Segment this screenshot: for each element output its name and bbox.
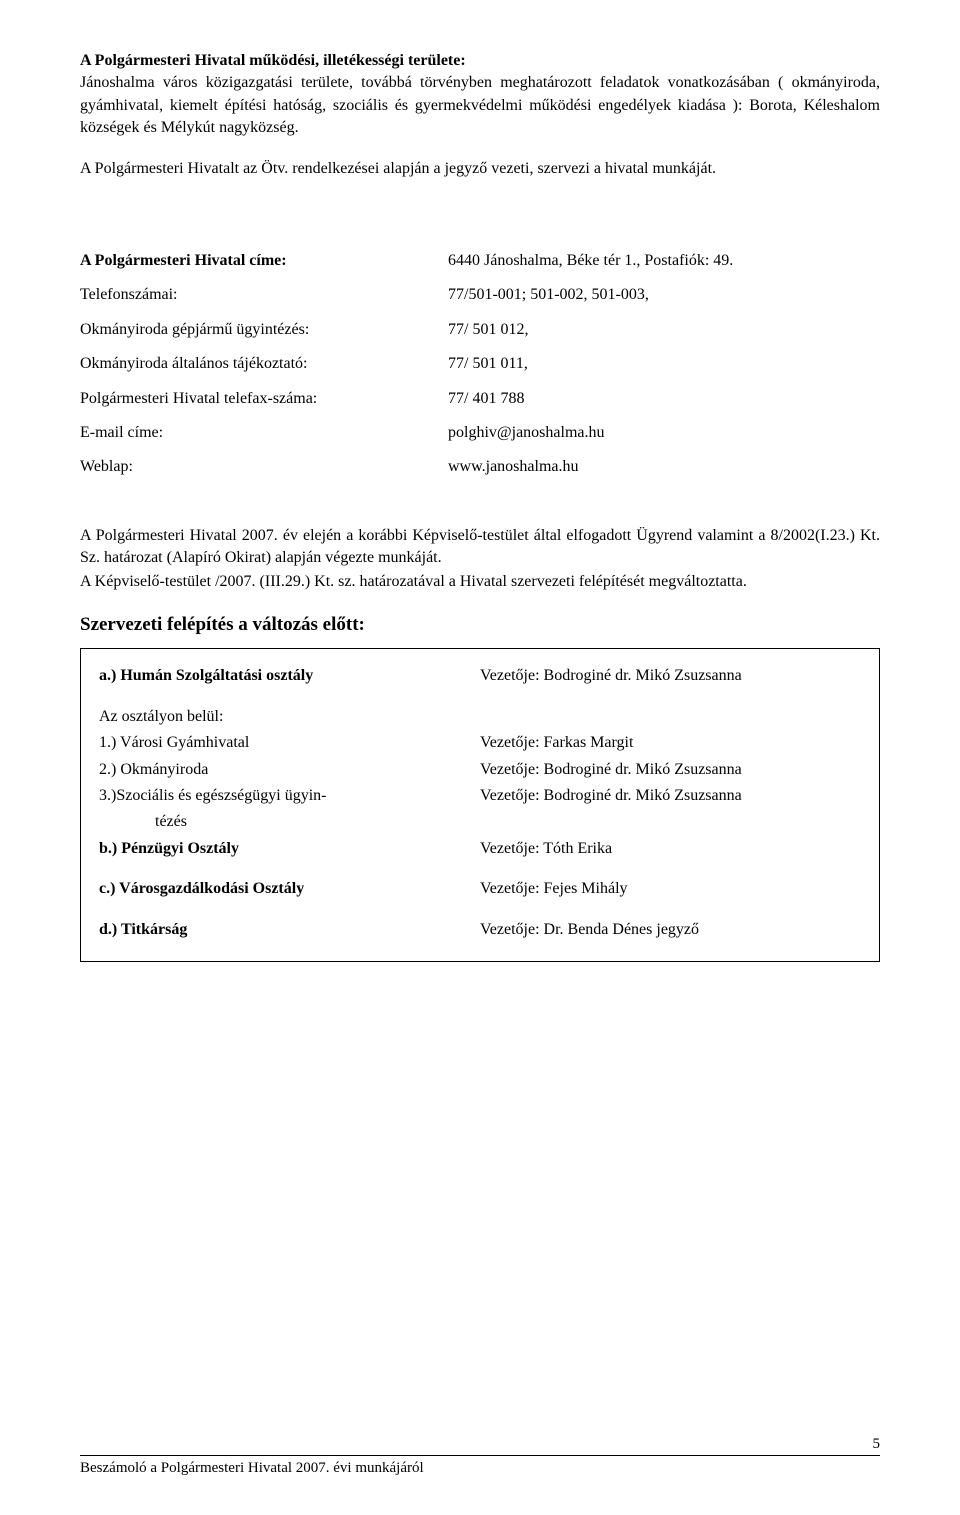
contact-value: www.janoshalma.hu — [448, 450, 880, 484]
org-sub-title-row: Az osztályon belül: — [99, 704, 861, 730]
contact-label: Okmányiroda általános tájékoztató: — [80, 347, 448, 381]
org-d-value: Vezetője: Dr. Benda Dénes jegyző — [480, 917, 861, 943]
contact-value: 6440 Jánoshalma, Béke tér 1., Postafiók:… — [448, 244, 880, 278]
contact-value: 77/ 401 788 — [448, 382, 880, 416]
history-paragraph-1: A Polgármesteri Hivatal 2007. év elején … — [80, 525, 880, 570]
contact-row: Polgármesteri Hivatal telefax-száma: 77/… — [80, 382, 880, 416]
org-sub3b-label: tézés — [99, 809, 480, 835]
territory-text: Jánoshalma város közigazgatási területe,… — [80, 74, 880, 136]
contact-value: 77/ 501 011, — [448, 347, 880, 381]
contact-label: Okmányiroda gépjármű ügyintézés: — [80, 313, 448, 347]
org-row-a: a.) Humán Szolgáltatási osztály Vezetője… — [99, 663, 861, 689]
org-sub-row-1: 1.) Városi Gyámhivatal Vezetője: Farkas … — [99, 730, 861, 756]
org-b-label: b.) Pénzügyi Osztály — [99, 836, 480, 862]
history-paragraph-2: A Képviselő-testület /2007. (III.29.) Kt… — [80, 571, 880, 593]
org-sub-row-2: 2.) Okmányiroda Vezetője: Bodroginé dr. … — [99, 757, 861, 783]
contact-label: Telefonszámai: — [80, 278, 448, 312]
org-c-label: c.) Városgazdálkodási Osztály — [99, 876, 480, 902]
org-sub3b-value — [480, 809, 861, 835]
contact-label: Weblap: — [80, 450, 448, 484]
history-line-b: sz. határozatával a Hivatal szervezeti f… — [334, 573, 747, 590]
contact-row: Telefonszámai: 77/501-001; 501-002, 501-… — [80, 278, 880, 312]
page-footer: 5 Beszámoló a Polgármesteri Hivatal 2007… — [80, 1434, 880, 1479]
org-row-c: c.) Városgazdálkodási Osztály Vezetője: … — [99, 876, 861, 902]
org-a-value: Vezetője: Bodroginé dr. Mikó Zsuzsanna — [480, 663, 861, 689]
territory-section: A Polgármesteri Hivatal működési, illeté… — [80, 50, 880, 140]
org-row-b: b.) Pénzügyi Osztály Vezetője: Tóth Erik… — [99, 836, 861, 862]
contact-row: E-mail címe: polghiv@janoshalma.hu — [80, 416, 880, 450]
org-d-label: d.) Titkárság — [99, 917, 480, 943]
footer-text: Beszámoló a Polgármesteri Hivatal 2007. … — [80, 1458, 424, 1479]
org-row-d: d.) Titkárság Vezetője: Dr. Benda Dénes … — [99, 917, 861, 943]
org-b-value: Vezetője: Tóth Erika — [480, 836, 861, 862]
contact-label: Polgármesteri Hivatal telefax-száma: — [80, 382, 448, 416]
org-c-value: Vezetője: Fejes Mihály — [480, 876, 861, 902]
authority-paragraph: A Polgármesteri Hivatalt az Ötv. rendelk… — [80, 158, 880, 180]
org-sub-title: Az osztályon belül: — [99, 704, 480, 730]
org-sub1-label: 1.) Városi Gyámhivatal — [99, 730, 480, 756]
contact-table: A Polgármesteri Hivatal címe: 6440 János… — [80, 244, 880, 485]
territory-heading: A Polgármesteri Hivatal működési, illeté… — [80, 52, 466, 69]
contact-row: Okmányiroda általános tájékoztató: 77/ 5… — [80, 347, 880, 381]
org-sub1-value: Vezetője: Farkas Margit — [480, 730, 861, 756]
contact-row: Weblap: www.janoshalma.hu — [80, 450, 880, 484]
page-number: 5 — [873, 1434, 881, 1455]
contact-value: polghiv@janoshalma.hu — [448, 416, 880, 450]
history-line-a: A Képviselő-testület /2007. (III.29.) Kt… — [80, 573, 334, 590]
contact-value: 77/ 501 012, — [448, 313, 880, 347]
org-sub-row-3a: 3.)Szociális és egészségügyi ügyin- Veze… — [99, 783, 861, 809]
org-structure-title: Szervezeti felépítés a változás előtt: — [80, 612, 880, 639]
org-sub-row-3b: tézés — [99, 809, 861, 835]
org-table: a.) Humán Szolgáltatási osztály Vezetője… — [99, 663, 861, 943]
contact-label: A Polgármesteri Hivatal címe: — [80, 244, 448, 278]
org-sub2-label: 2.) Okmányiroda — [99, 757, 480, 783]
org-sub2-value: Vezetője: Bodroginé dr. Mikó Zsuzsanna — [480, 757, 861, 783]
org-sub3a-value: Vezetője: Bodroginé dr. Mikó Zsuzsanna — [480, 783, 861, 809]
contact-value: 77/501-001; 501-002, 501-003, — [448, 278, 880, 312]
contact-row: Okmányiroda gépjármű ügyintézés: 77/ 501… — [80, 313, 880, 347]
contact-label: E-mail címe: — [80, 416, 448, 450]
contact-row: A Polgármesteri Hivatal címe: 6440 János… — [80, 244, 880, 278]
org-sub3a-label: 3.)Szociális és egészségügyi ügyin- — [99, 783, 480, 809]
org-a-label: a.) Humán Szolgáltatási osztály — [99, 663, 480, 689]
org-structure-box: a.) Humán Szolgáltatási osztály Vezetője… — [80, 648, 880, 962]
